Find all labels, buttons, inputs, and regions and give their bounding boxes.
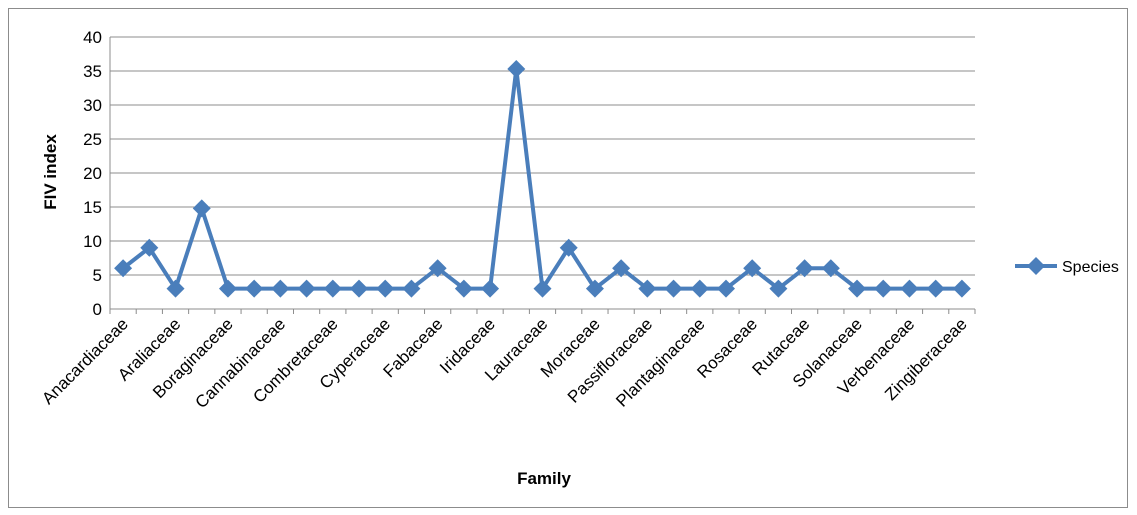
y-tick-label: 35 bbox=[83, 62, 102, 81]
data-point-marker bbox=[874, 280, 892, 298]
legend-marker bbox=[1027, 257, 1045, 275]
y-tick-label: 30 bbox=[83, 96, 102, 115]
data-point-marker bbox=[507, 60, 525, 78]
series-line-species bbox=[123, 69, 962, 289]
data-point-marker bbox=[298, 280, 316, 298]
y-tick-label: 10 bbox=[83, 232, 102, 251]
data-point-marker bbox=[691, 280, 709, 298]
data-point-marker bbox=[271, 280, 289, 298]
y-axis-title: FIV index bbox=[41, 134, 60, 210]
data-point-marker bbox=[219, 280, 237, 298]
data-point-marker bbox=[245, 280, 263, 298]
series-layer bbox=[114, 60, 971, 298]
y-tick-label: 25 bbox=[83, 130, 102, 149]
data-point-marker bbox=[376, 280, 394, 298]
y-tick-label: 20 bbox=[83, 164, 102, 183]
legend: Species bbox=[1015, 257, 1119, 276]
data-point-marker bbox=[350, 280, 368, 298]
y-tick-label: 40 bbox=[83, 28, 102, 47]
y-tick-label: 15 bbox=[83, 198, 102, 217]
data-point-marker bbox=[193, 199, 211, 217]
y-tick-label: 5 bbox=[93, 266, 102, 285]
data-point-marker bbox=[324, 280, 342, 298]
y-tick-label: 0 bbox=[93, 300, 102, 319]
x-axis-title: Family bbox=[517, 469, 571, 488]
data-point-marker bbox=[927, 280, 945, 298]
legend-label-species: Species bbox=[1062, 259, 1119, 276]
data-point-marker bbox=[481, 280, 499, 298]
data-point-marker bbox=[953, 280, 971, 298]
x-tick-label: Cannabinaceae bbox=[192, 314, 290, 412]
data-point-marker bbox=[665, 280, 683, 298]
x-axis-tick-labels: AnacardiaceaeAraliaceaeBoraginaceaeCanna… bbox=[38, 314, 970, 412]
data-point-marker bbox=[900, 280, 918, 298]
y-axis-tick-labels: 0 5 10 15 20 25 30 35 40 bbox=[83, 28, 102, 319]
x-tick-label: Plantaginaceae bbox=[612, 314, 708, 410]
x-tick-label: Anacardiaceae bbox=[38, 314, 132, 408]
